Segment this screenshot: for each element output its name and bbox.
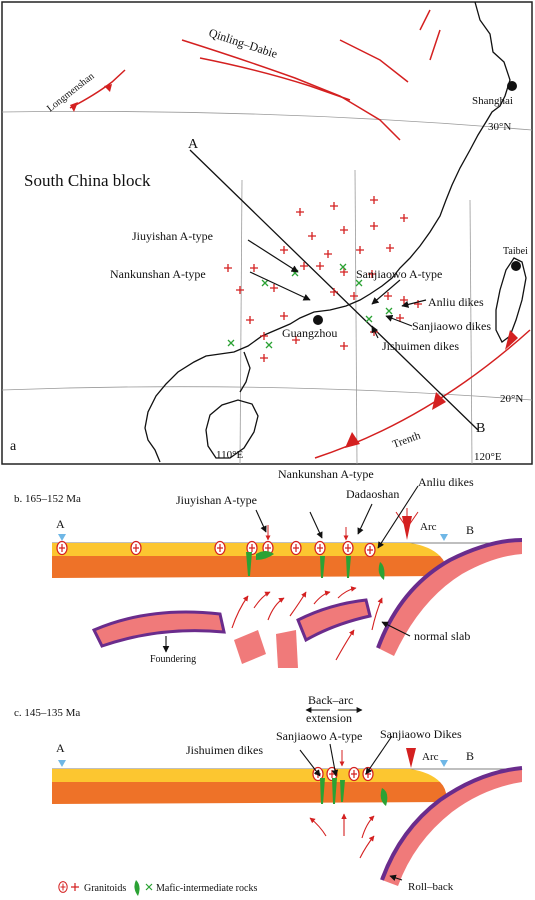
- legend-granitoid-icon: [58, 881, 68, 893]
- taibei-marker: [511, 261, 521, 271]
- section-c-title: c. 145–135 Ma: [14, 707, 80, 719]
- label-shanghai: Shanghai: [472, 95, 513, 107]
- qinling-dabie-faults: [181, 9, 441, 141]
- foundering-block-4: [296, 598, 372, 643]
- rollback-slab: [382, 768, 522, 886]
- label-taibei: Taibei: [503, 246, 528, 257]
- granitoid-symbols: [224, 196, 422, 362]
- normal-slab-top: [376, 538, 523, 649]
- taiwan-island: [495, 257, 527, 343]
- mantle-flow-b: [231, 586, 383, 661]
- label-jiuyishan-b: Jiuyishan A-type: [176, 493, 257, 507]
- label-point-b-map: B: [476, 421, 485, 436]
- water-marker-b2: [440, 534, 448, 541]
- label-sanjiaowo-a-map: Sanjiaowo A-type: [356, 267, 442, 281]
- guangzhou-marker: [313, 315, 323, 325]
- label-arc-b: Arc: [420, 521, 437, 533]
- label-back-arc-2: extension: [306, 711, 352, 725]
- label-jishuimen-c: Jishuimen dikes: [186, 743, 263, 757]
- mantle-flow-c: [309, 813, 375, 859]
- arc-volcano-b: [395, 508, 419, 540]
- label-dadaoshan-b: Dadaoshan: [346, 487, 399, 501]
- map-leader-arrows: [247, 239, 427, 339]
- water-marker-b1: [58, 534, 66, 541]
- section-c-leaders: [299, 735, 403, 882]
- label-anliu-b: Anliu dikes: [418, 475, 474, 489]
- upper-crust-b: [52, 543, 440, 556]
- label-normal-slab: normal slab: [414, 629, 470, 643]
- rollback-slab-top: [380, 766, 523, 881]
- trench: [314, 329, 531, 459]
- section-b-leaders: [162, 485, 419, 653]
- lower-crust-c: [52, 782, 447, 804]
- legend-granitoid-cross-icon: [71, 883, 79, 891]
- section-b-point-b: B: [466, 523, 474, 537]
- section-c-point-a: A: [56, 741, 65, 755]
- coastline: [144, 1, 511, 463]
- label-back-arc-1: Back–arc: [308, 693, 353, 707]
- section-b-panel: b. 165–152 Ma A B: [14, 467, 523, 668]
- upper-crust-c: [52, 769, 440, 782]
- graticule: [1, 110, 533, 465]
- map-panel: Qinling–Dabie Longmenshan Shanghai 30°N …: [1, 1, 533, 465]
- label-point-a-map: A: [188, 137, 199, 152]
- section-c-point-b: B: [466, 749, 474, 763]
- label-sanjiaowo-dikes-c: Sanjiaowo Dikes: [380, 727, 462, 741]
- water-marker-c1: [58, 760, 66, 767]
- section-b-point-a: A: [56, 517, 65, 531]
- legend-mafic-cross-icon: [145, 883, 153, 891]
- foundering-block-3: [276, 630, 298, 668]
- map-frame: [1, 1, 533, 465]
- legend-granitoids-label: Granitoids: [84, 883, 126, 894]
- legend-mafic-dike-icon: [134, 880, 140, 896]
- foundering-block-2: [234, 630, 266, 664]
- label-lon120: 120°E: [474, 451, 502, 463]
- hainan-island: [205, 399, 259, 459]
- label-foundering: Foundering: [150, 654, 196, 665]
- label-lon110: 110°E: [216, 449, 243, 461]
- shanghai-marker: [507, 81, 517, 91]
- legend-mafic-label: Mafic-intermediate rocks: [156, 883, 257, 894]
- section-b-title: b. 165–152 Ma: [14, 493, 81, 505]
- label-lat30: 30°N: [488, 121, 511, 133]
- melt-arrows-b: [265, 525, 349, 541]
- mafic-dikes-c: [320, 778, 388, 806]
- longmenshan-thrust: [69, 69, 126, 112]
- label-lat20: 20°N: [500, 393, 523, 405]
- label-jiuyishan-map: Jiuyishan A-type: [132, 229, 213, 243]
- foundering-block-1: [91, 610, 226, 648]
- label-guangzhou: Guangzhou: [282, 326, 337, 340]
- label-south-china: South China block: [24, 171, 151, 190]
- legend: Granitoids Mafic-intermediate rocks: [58, 880, 257, 896]
- arc-volcano-c: [406, 748, 416, 768]
- water-marker-c2: [440, 760, 448, 767]
- label-jishuimen-map: Jishuimen dikes: [382, 339, 459, 353]
- label-panel-a: a: [10, 439, 17, 454]
- leizhou-peninsula: [239, 351, 251, 393]
- label-sanjiaowo-a-c: Sanjiaowo A-type: [276, 729, 362, 743]
- mafic-dikes-b: [246, 551, 385, 580]
- label-nankunshan-map: Nankunshan A-type: [110, 267, 206, 281]
- label-sanjiaowo-dikes-map: Sanjiaowo dikes: [412, 319, 491, 333]
- label-arc-c: Arc: [422, 751, 439, 763]
- label-anliu-map: Anliu dikes: [428, 295, 484, 309]
- label-roll-back: Roll–back: [408, 881, 454, 893]
- label-nankunshan-b: Nankunshan A-type: [278, 467, 374, 481]
- section-c-panel: c. 145–135 Ma Back–arc extension A B: [14, 693, 523, 893]
